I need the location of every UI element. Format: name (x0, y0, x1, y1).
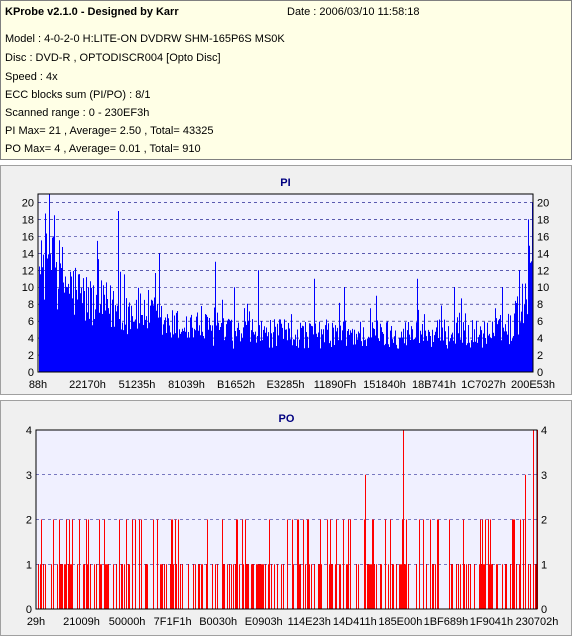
y-tick-label-right: 4 (537, 333, 543, 345)
y-tick-label-right: 8 (537, 299, 543, 311)
y-tick-label-left: 16 (22, 231, 34, 243)
model-line: Model : 4-0-2-0 H:LITE-ON DVDRW SHM-165P… (5, 33, 285, 45)
x-tick-label: 200E53h (511, 379, 555, 391)
y-tick-label-left: 2 (28, 350, 34, 362)
x-tick-label: B0030h (199, 616, 237, 628)
x-tick-label: 230702h (516, 616, 559, 628)
y-tick-label-right: 2 (537, 350, 543, 362)
y-tick-label-right: 10 (537, 282, 549, 294)
x-tick-label: 88h (29, 379, 47, 391)
x-tick-label: E3285h (267, 379, 305, 391)
pi-summary-line: PI Max= 21 , Average= 2.50 , Total= 4332… (5, 125, 214, 137)
range-line: Scanned range : 0 - 230EF3h (5, 107, 150, 119)
y-tick-label-left: 8 (28, 299, 34, 311)
x-tick-label: 185E00h (378, 616, 422, 628)
x-tick-label: 21009h (63, 616, 100, 628)
x-tick-label: B1652h (217, 379, 255, 391)
y-tick-label-left: 4 (26, 425, 32, 437)
x-tick-label: E0903h (245, 616, 283, 628)
y-tick-label-left: 0 (28, 367, 34, 379)
x-tick-label: 14D411h (333, 616, 377, 628)
app-title: KProbe v2.1.0 - Designed by Karr (5, 6, 179, 18)
x-tick-label: 51235h (119, 379, 156, 391)
y-tick-label-right: 0 (541, 604, 547, 616)
y-tick-label-right: 2 (541, 515, 547, 527)
x-tick-label: 81039h (168, 379, 205, 391)
y-tick-label-left: 6 (28, 316, 34, 328)
plot-frame (37, 193, 534, 373)
y-tick-label-left: 4 (28, 333, 34, 345)
x-tick-label: 22170h (69, 379, 106, 391)
bars-group (38, 430, 538, 609)
x-tick-label: 11890Fh (314, 379, 357, 391)
y-tick-label-left: 3 (26, 470, 32, 482)
chart-title: PO (279, 413, 295, 425)
y-tick-label-right: 6 (537, 316, 543, 328)
y-tick-label-left: 12 (22, 265, 34, 277)
y-tick-label-right: 14 (537, 248, 549, 260)
y-tick-label-left: 10 (22, 282, 34, 294)
speed-line: Speed : 4x (5, 71, 58, 83)
po-chart: PO 0 0 1 1 2 2 3 3 4 4 29h 21009h 50000h 7F1F1h B0030h E… (26, 413, 559, 628)
y-tick-label-right: 12 (537, 265, 549, 277)
ecc-line: ECC blocks sum (PI/PO) : 8/1 (5, 89, 151, 101)
chart-title: PI (280, 177, 290, 189)
x-tick-label: 1C7027h (461, 379, 506, 391)
y-tick-label-left: 14 (22, 248, 34, 260)
x-tick-label: 1F9041h (470, 616, 513, 628)
pi-chart: PI 0 0 2 2 4 4 6 6 8 8 10 10 12 12 14 14 16 16 18 18 20 20 88h 2… (22, 177, 555, 391)
y-tick-label-left: 2 (26, 515, 32, 527)
y-tick-label-right: 3 (541, 470, 547, 482)
y-tick-label-left: 1 (26, 559, 32, 571)
scan-date: Date : 2006/03/10 11:58:18 (287, 6, 420, 18)
x-tick-label: 151840h (363, 379, 406, 391)
y-tick-label-right: 18 (537, 214, 549, 226)
po-summary-line: PO Max= 4 , Average= 0.01 , Total= 910 (5, 143, 201, 155)
plot-area (35, 429, 538, 610)
y-tick-label-left: 0 (26, 604, 32, 616)
y-tick-label-left: 18 (22, 214, 34, 226)
plot-frame (35, 429, 538, 610)
disc-line: Disc : DVD-R , OPTODISCR004 [Opto Disc] (5, 52, 221, 64)
x-tick-label: 18B741h (412, 379, 456, 391)
y-tick-label-right: 16 (537, 231, 549, 243)
y-tick-label-right: 1 (541, 559, 547, 571)
x-tick-label: 1BF689h (424, 616, 469, 628)
y-tick-label-right: 4 (541, 425, 547, 437)
x-tick-label: 29h (27, 616, 45, 628)
y-tick-label-right: 0 (537, 367, 543, 379)
x-tick-label: 114E23h (288, 616, 331, 628)
x-tick-label: 7F1F1h (154, 616, 192, 628)
bars-group (39, 194, 533, 372)
x-tick-label: 50000h (109, 616, 146, 628)
y-tick-label-left: 20 (22, 197, 34, 209)
y-tick-label-right: 20 (537, 197, 549, 209)
po-chart-panel: PO 0 0 1 1 2 2 3 3 4 4 29h 21009h 50000h 7F1F1h B0030h E… (0, 400, 572, 636)
pi-chart-panel: PI 0 0 2 2 4 4 6 6 8 8 10 10 12 12 14 14 16 16 18 18 20 20 88h 2… (0, 165, 572, 395)
info-panel: KProbe v2.1.0 - Designed by Karr Date : … (0, 0, 572, 160)
